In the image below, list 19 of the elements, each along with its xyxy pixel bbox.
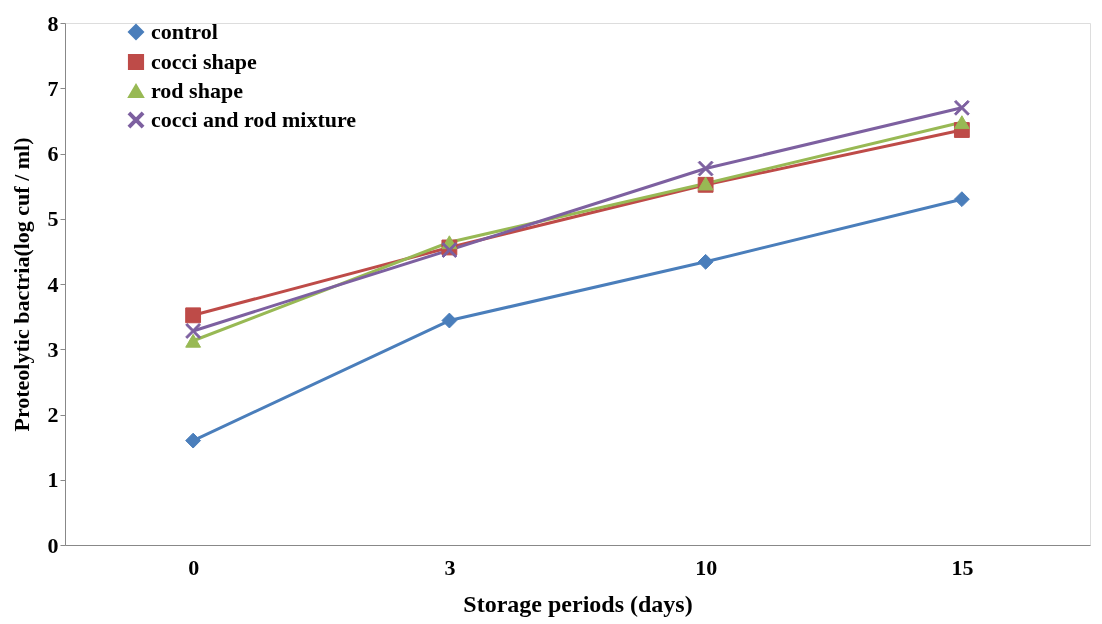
x-tick-label: 0 xyxy=(188,554,200,580)
x-tick-label: 15 xyxy=(951,554,974,580)
y-tick-label: 8 xyxy=(47,10,59,36)
y-tick-label: 3 xyxy=(47,336,59,362)
y-tick-label: 0 xyxy=(47,532,59,558)
legend-label: rod shape xyxy=(151,78,244,103)
y-tick-label: 1 xyxy=(47,467,59,493)
y-tick-label: 2 xyxy=(47,402,59,427)
y-axis-title: Proteolytic bactria(log cuf / ml) xyxy=(8,137,34,432)
y-tick-label: 7 xyxy=(47,75,59,101)
x-tick-label: 3 xyxy=(444,554,456,580)
legend-label: cocci shape xyxy=(151,49,257,74)
legend-label: cocci and rod mixture xyxy=(151,107,357,132)
x-tick-label: 10 xyxy=(695,554,718,580)
y-tick-label: 6 xyxy=(47,141,59,166)
y-tick-label: 5 xyxy=(47,206,59,232)
legend-label: control xyxy=(151,19,218,44)
x-axis-title: Storage periods (days) xyxy=(463,590,693,617)
y-tick-label: 4 xyxy=(47,271,59,297)
